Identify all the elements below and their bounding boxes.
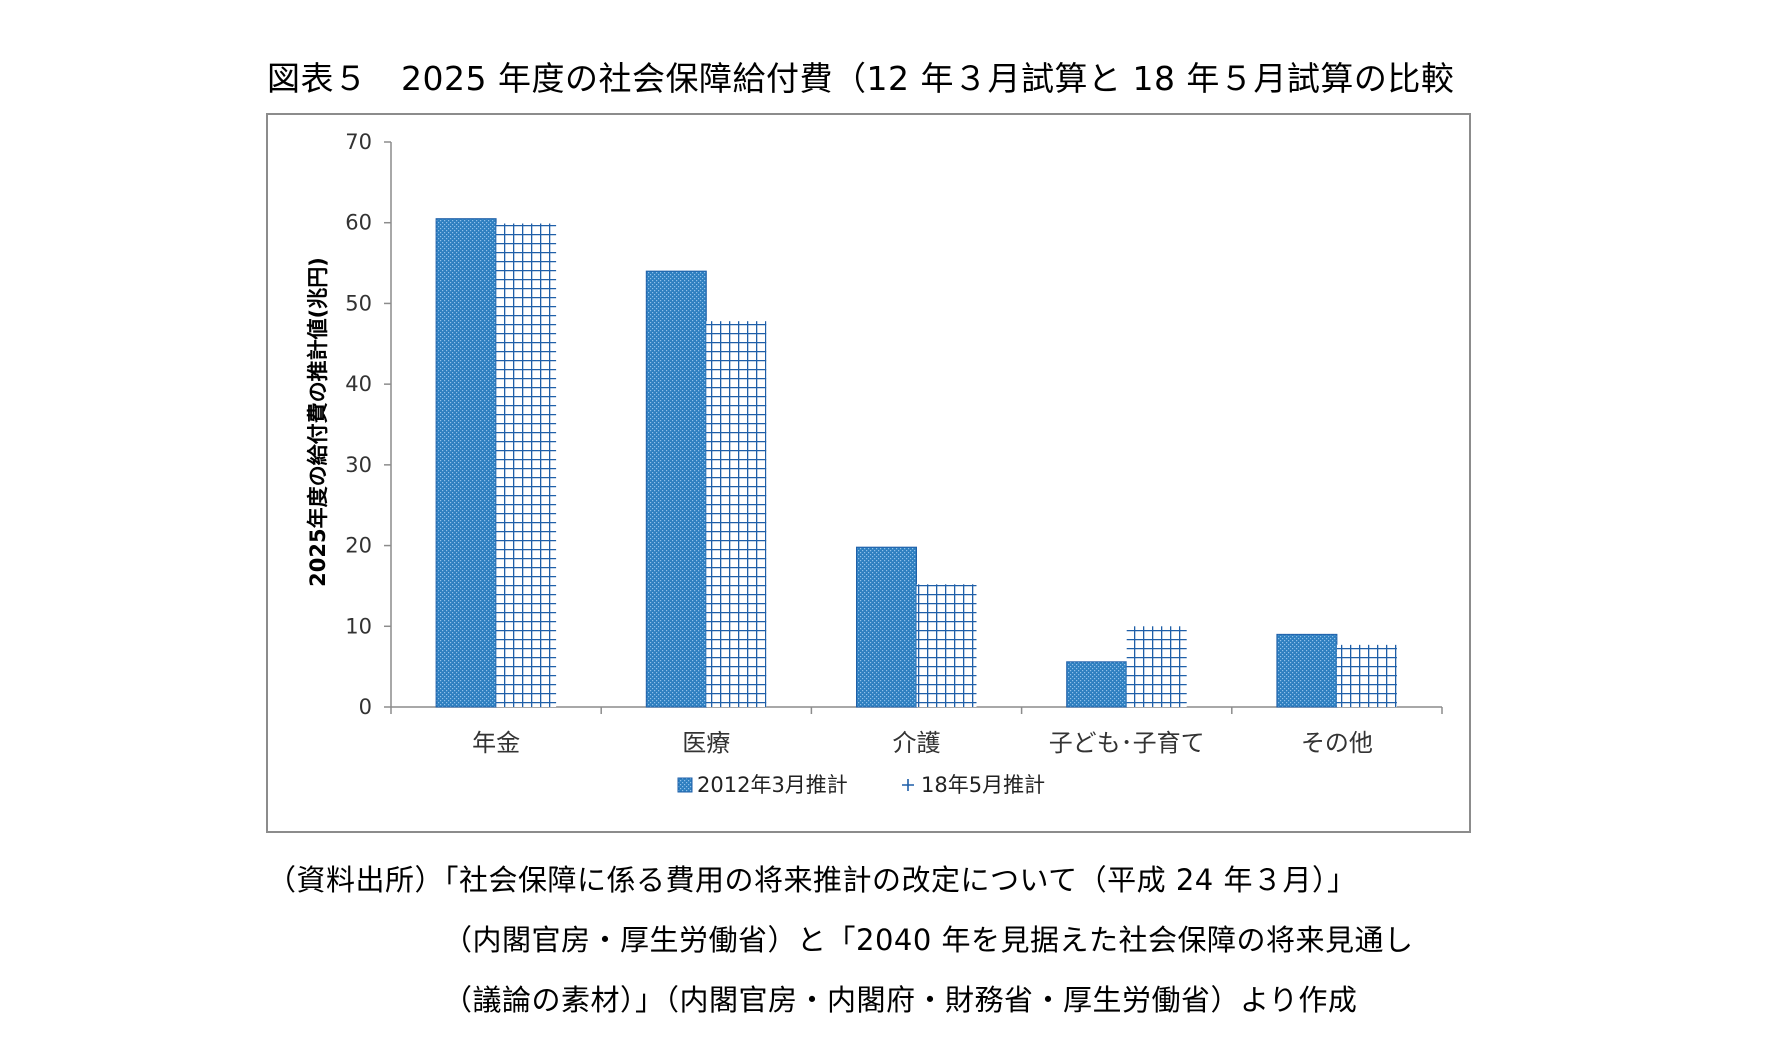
bar-series1	[645, 270, 707, 708]
legend-swatch-series1	[677, 777, 693, 793]
x-category-label: 医療	[682, 729, 730, 757]
figure-title: 図表５ 2025 年度の社会保障給付費（12 年３月試算と 18 年５月試算の比…	[267, 59, 1455, 98]
y-tick-label: 60	[345, 211, 372, 235]
y-tick-label: 0	[359, 695, 372, 719]
legend-label-series2: 18年5月推計	[921, 773, 1045, 797]
y-axis-label: 2025年度の給付費の推計値(兆円)	[306, 257, 330, 587]
bar-series2	[1126, 626, 1187, 707]
y-tick-label: 40	[345, 372, 372, 396]
bar-series2	[706, 321, 767, 707]
y-tick-label: 50	[345, 291, 372, 315]
y-tick-label: 10	[345, 614, 372, 638]
y-tick-label: 70	[345, 130, 372, 154]
bar-series2	[916, 584, 977, 707]
bar-series2	[496, 223, 557, 707]
bar-series2	[1336, 644, 1397, 707]
source-line-3: （議論の素材）」（内閣官房・内閣府・財務省・厚生労働省）より作成	[443, 983, 1358, 1017]
legend: 2012年3月推計 18年5月推計	[677, 773, 1045, 797]
source-line-1: （資料出所）「社会保障に係る費用の将来推計の改定について（平成 24 年３月）」	[267, 863, 1357, 897]
bars	[435, 218, 1397, 708]
bar-series1	[435, 218, 497, 708]
x-category-label: その他	[1301, 729, 1373, 757]
x-category-label: 年金	[472, 729, 520, 757]
bar-series1	[1066, 661, 1128, 708]
bar-series1	[1276, 633, 1338, 708]
x-category-label: 子ども･子育て	[1049, 729, 1205, 757]
y-tick-label: 30	[345, 453, 372, 477]
x-category-label: 介護	[893, 729, 941, 757]
legend-swatch-series2	[902, 779, 914, 791]
source-line-2: （内閣官房・厚生労働省）と「2040 年を見据えた社会保障の将来見通し	[443, 923, 1414, 957]
chart-frame	[266, 113, 1471, 833]
bar-series1	[856, 546, 917, 708]
legend-label-series1: 2012年3月推計	[697, 773, 848, 797]
labels: 0 10 20 30 40 50 60 70 年金 医療 介護 子ども･子育て その他	[345, 130, 1373, 757]
y-tick-label: 20	[345, 534, 372, 558]
